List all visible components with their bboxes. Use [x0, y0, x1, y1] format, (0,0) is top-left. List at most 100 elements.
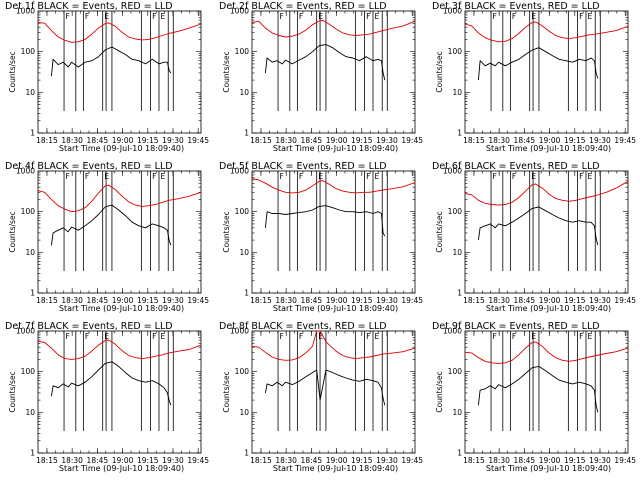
flag-label: F	[85, 12, 89, 21]
y-tick-label: 1000	[443, 327, 462, 336]
y-tick-label: 100	[448, 47, 463, 56]
y-tick-label: 100	[21, 207, 36, 216]
panel-title: Det 3f BLACK = Events, RED = LLD	[432, 1, 600, 12]
y-tick-label: 10	[239, 408, 249, 417]
x-tick-label: 18:45	[87, 296, 109, 305]
x-tick-label: 19:15	[351, 136, 373, 145]
x-axis-label: Start Time (09-Jul-10 18:09:40)	[486, 464, 611, 473]
x-axis-label: Start Time (09-Jul-10 18:09:40)	[486, 144, 611, 153]
flag-label: E	[318, 12, 323, 21]
x-tick-label: 18:15	[36, 136, 58, 145]
flag-label: E	[104, 12, 109, 21]
y-tick-label: 1000	[230, 7, 249, 16]
x-tick-label: 18:45	[514, 296, 536, 305]
y-tick-label: 1	[30, 289, 35, 298]
x-tick-label: 19:45	[401, 296, 423, 305]
flag-label: F	[579, 332, 583, 341]
panel-det-5: Det 5f BLACK = Events, RED = LLD 1 10 100 10…	[219, 161, 423, 313]
x-tick-label: 19:15	[564, 456, 586, 465]
flag-label: E	[587, 172, 592, 181]
y-tick-label: 1000	[16, 7, 35, 16]
x-tick-label: 18:15	[463, 296, 485, 305]
plot-frame	[251, 170, 416, 294]
flag-label: F	[366, 332, 370, 341]
x-tick-label: 19:00	[112, 136, 134, 145]
events-series-line	[50, 204, 172, 246]
flag-label: F	[493, 12, 497, 21]
y-tick-label: 100	[235, 47, 250, 56]
flag-label: F	[512, 332, 516, 341]
events-series-line	[477, 47, 599, 81]
panel-det-3: Det 3f BLACK = Events, RED = LLD 1 10 100 10…	[432, 1, 636, 153]
x-tick-label: 18:15	[463, 136, 485, 145]
x-axis-label: Start Time (09-Jul-10 18:09:40)	[273, 464, 398, 473]
x-tick-label: 19:15	[564, 136, 586, 145]
x-axis-label: Start Time (09-Jul-10 18:09:40)	[59, 304, 184, 313]
x-axis-label: Start Time (09-Jul-10 18:09:40)	[59, 144, 184, 153]
y-tick-label: 1	[457, 129, 462, 138]
x-tick-label: 19:45	[187, 456, 209, 465]
flag-label: F	[280, 172, 284, 181]
flag-label: F	[85, 172, 89, 181]
x-tick-label: 18:30	[488, 296, 510, 305]
panel-title: Det 8f BLACK = Events, RED = LLD	[219, 321, 387, 332]
panel-title: Det 4f BLACK = Events, RED = LLD	[5, 161, 173, 172]
flag-label: F	[280, 12, 284, 21]
x-tick-label: 18:15	[36, 456, 58, 465]
lld-series-line	[37, 184, 202, 213]
flag-label: E	[374, 12, 379, 21]
x-tick-label: 18:15	[463, 456, 485, 465]
events-series-line	[50, 46, 172, 77]
y-tick-label: 100	[235, 207, 250, 216]
y-tick-label: 10	[25, 88, 35, 97]
panel-det-8: Det 8f BLACK = Events, RED = LLD 1 10 100 10…	[219, 321, 423, 473]
y-tick-label: 1000	[230, 167, 249, 176]
y-tick-label: 1	[30, 449, 35, 458]
x-tick-label: 18:30	[275, 136, 297, 145]
x-tick-label: 19:30	[376, 296, 398, 305]
lld-series-line	[464, 21, 629, 43]
x-tick-label: 18:15	[36, 296, 58, 305]
y-tick-label: 10	[239, 88, 249, 97]
y-tick-label: 1000	[16, 167, 35, 176]
y-axis-label: Counts/sec	[8, 51, 17, 92]
flag-label: F	[299, 332, 303, 341]
panel-det-6: Det 6f BLACK = Events, RED = LLD 1 10 100 10…	[432, 161, 636, 313]
y-axis-label: Counts/sec	[222, 51, 231, 92]
lld-series-line	[251, 19, 416, 38]
x-tick-label: 19:45	[401, 456, 423, 465]
y-axis-label: Counts/sec	[222, 371, 231, 412]
x-tick-label: 18:30	[488, 456, 510, 465]
plot-frame	[464, 10, 629, 134]
x-axis-label: Start Time (09-Jul-10 18:09:40)	[273, 144, 398, 153]
flag-label: E	[374, 332, 379, 341]
y-tick-label: 1	[457, 449, 462, 458]
x-tick-label: 18:30	[61, 296, 83, 305]
flag-label: F	[512, 172, 516, 181]
y-tick-label: 10	[239, 248, 249, 257]
flag-label: E	[318, 332, 323, 341]
panel-det-4: Det 4f BLACK = Events, RED = LLD 1 10 100 10…	[5, 161, 209, 313]
y-tick-label: 100	[448, 207, 463, 216]
flag-label: F	[66, 172, 70, 181]
y-tick-label: 100	[235, 367, 250, 376]
x-tick-label: 18:45	[87, 136, 109, 145]
y-tick-label: 1	[244, 289, 249, 298]
panel-title: Det 5f BLACK = Events, RED = LLD	[219, 161, 387, 172]
panel-title: Det 7f BLACK = Events, RED = LLD	[5, 321, 173, 332]
y-tick-label: 1	[457, 289, 462, 298]
panel-det-9: Det 9f BLACK = Events, RED = LLD 1 10 100 10…	[432, 321, 636, 473]
x-tick-label: 18:45	[301, 136, 323, 145]
events-series-line	[477, 365, 599, 413]
y-tick-label: 10	[452, 88, 462, 97]
x-tick-label: 19:15	[137, 456, 159, 465]
x-tick-label: 19:30	[162, 456, 184, 465]
x-tick-label: 19:30	[376, 456, 398, 465]
x-tick-label: 19:00	[326, 456, 348, 465]
y-tick-label: 1000	[230, 327, 249, 336]
flag-label: E	[104, 172, 109, 181]
y-axis-label: Counts/sec	[435, 211, 444, 252]
x-tick-label: 19:45	[187, 136, 209, 145]
flag-label: F	[66, 332, 70, 341]
